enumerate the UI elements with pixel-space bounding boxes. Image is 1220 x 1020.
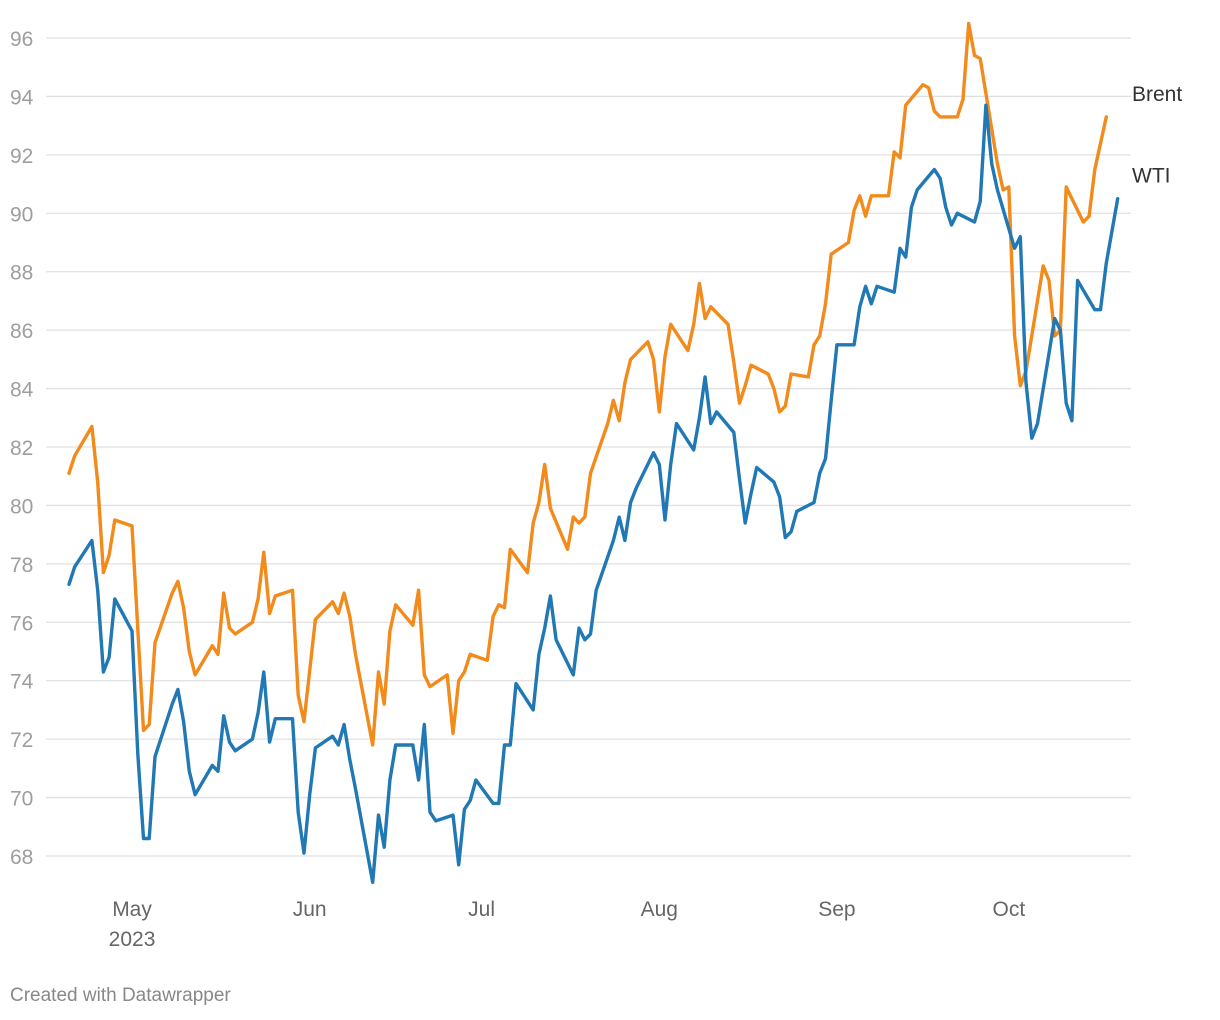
y-tick-label: 68 <box>10 846 33 869</box>
y-tick-label: 96 <box>10 28 33 51</box>
y-axis-ticks: 68 70 72 74 76 78 80 82 84 86 88 90 92 94 96 <box>10 28 34 869</box>
y-tick-label: 80 <box>10 495 33 518</box>
y-tick-label: 76 <box>10 612 33 635</box>
x-tick-label: Jul <box>468 898 495 921</box>
y-tick-label: 94 <box>10 86 34 109</box>
y-tick-label: 84 <box>10 379 34 402</box>
series-lines <box>67 21 1120 884</box>
y-tick-label: 88 <box>10 262 33 285</box>
y-tick-label: 72 <box>10 729 33 752</box>
x-tick-label: Aug <box>641 898 678 921</box>
series-label-brent: Brent <box>1132 83 1182 106</box>
credit-text: Created with Datawrapper <box>10 985 231 1006</box>
x-tick-label: Sep <box>818 898 855 921</box>
y-tick-label: 86 <box>10 320 33 343</box>
y-tick-label: 90 <box>10 203 33 226</box>
gridlines <box>46 37 1131 857</box>
series-line-wti <box>67 103 1120 884</box>
x-tick-label: Oct <box>993 898 1026 921</box>
y-tick-label: 82 <box>10 437 33 460</box>
x-tick-label: Jun <box>293 898 327 921</box>
y-tick-label: 74 <box>10 671 34 694</box>
x-axis-ticks: May 2023 Jun Jul Aug Sep Oct <box>109 898 1026 951</box>
series-labels: Brent WTI <box>1132 83 1182 188</box>
x-tick-label: May <box>112 898 152 921</box>
y-tick-label: 70 <box>10 788 33 811</box>
x-tick-sublabel: 2023 <box>109 928 156 951</box>
series-label-wti: WTI <box>1132 165 1170 188</box>
series-line-brent <box>67 21 1108 747</box>
y-tick-label: 92 <box>10 145 33 168</box>
y-tick-label: 78 <box>10 554 33 577</box>
